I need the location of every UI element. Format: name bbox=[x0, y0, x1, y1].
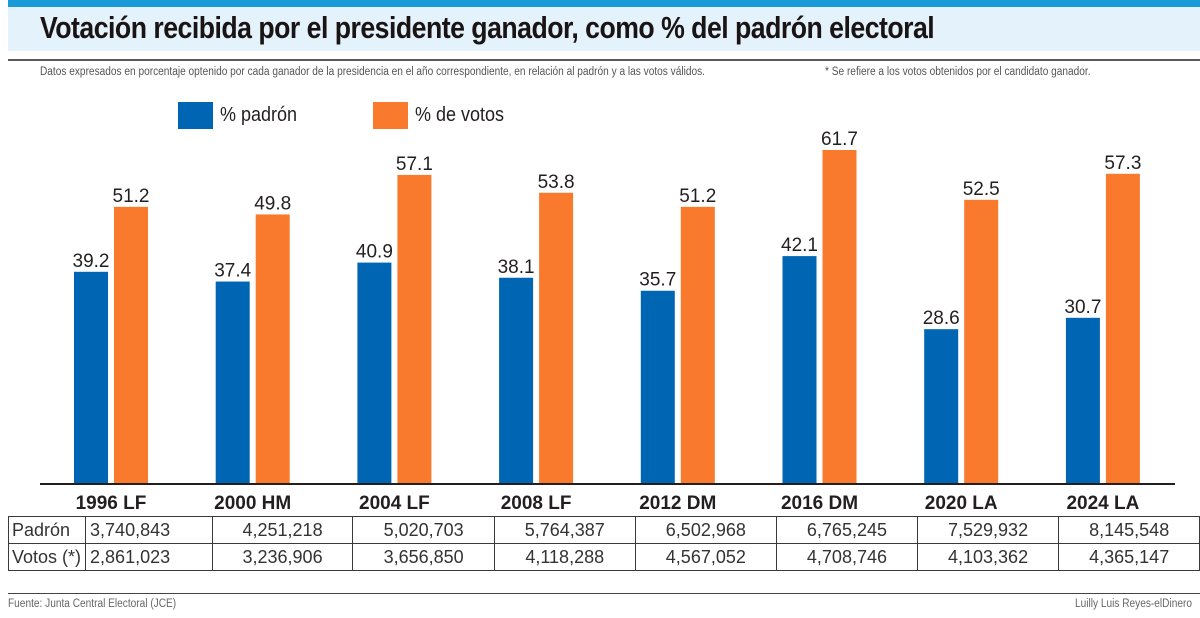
table-cell: 5,764,387 bbox=[493, 516, 636, 544]
table-cell: 8,145,548 bbox=[1058, 516, 1200, 544]
table-cell: 4,365,147 bbox=[1058, 543, 1200, 571]
table-cell: 3,236,906 bbox=[211, 543, 354, 571]
bar-votos-2012-dm bbox=[680, 206, 715, 484]
table-cell: 4,103,362 bbox=[916, 543, 1060, 571]
bar-votos-2004-lf bbox=[397, 174, 432, 485]
data-label-padron: 38.1 bbox=[498, 257, 535, 278]
category-label: 2012 DM bbox=[639, 493, 716, 514]
legend-swatch-votos bbox=[373, 101, 408, 129]
data-label-votos: 57.1 bbox=[396, 154, 433, 175]
bar-padron-2016-dm bbox=[782, 256, 817, 484]
legend-label-padron: % padrón bbox=[220, 103, 298, 126]
legend-label-votos: % de votos bbox=[415, 103, 505, 126]
table-cell: 4,708,746 bbox=[776, 543, 918, 571]
data-label-votos: 61.7 bbox=[821, 129, 858, 150]
table-row: Votos (*) 2,861,023 3,236,906 3,656,850 4,11… bbox=[7, 543, 1200, 571]
bar-votos-2016-dm bbox=[822, 150, 857, 484]
chart-subtitle: Datos expresados en porcentaje optenido … bbox=[40, 66, 705, 78]
bar-padron-2024-la bbox=[1065, 317, 1100, 484]
table-cell: 3,656,850 bbox=[352, 543, 495, 571]
table-cell: 5,020,703 bbox=[352, 516, 495, 544]
data-label-votos: 52.5 bbox=[963, 179, 1000, 200]
category-label: 2024 LA bbox=[1066, 493, 1139, 514]
bar-padron-2008-lf bbox=[499, 277, 534, 484]
table-row: Padrón 3,740,843 4,251,218 5,020,703 5,764,3… bbox=[7, 516, 1200, 544]
data-label-padron: 35.7 bbox=[639, 270, 676, 291]
bar-padron-1996-lf bbox=[74, 271, 108, 484]
data-label-votos: 53.8 bbox=[538, 172, 575, 193]
data-label-votos: 49.8 bbox=[254, 193, 291, 214]
data-label-padron: 30.7 bbox=[1064, 297, 1101, 318]
data-label-padron: 40.9 bbox=[356, 242, 393, 263]
footer-divider bbox=[8, 593, 1200, 594]
bar-votos-2008-lf bbox=[539, 192, 574, 484]
credit-text: Luilly Luis Reyes-elDinero bbox=[1075, 598, 1192, 610]
data-label-padron: 37.4 bbox=[214, 261, 251, 282]
bar-votos-1996-lf bbox=[114, 206, 148, 484]
table-cell: 4,251,218 bbox=[211, 516, 354, 544]
data-label-padron: 42.1 bbox=[781, 235, 818, 256]
bar-padron-2004-lf bbox=[357, 262, 392, 484]
category-label: 2016 DM bbox=[781, 493, 858, 514]
category-label: 2004 LF bbox=[359, 493, 430, 514]
category-label: 2000 HM bbox=[214, 493, 291, 514]
data-label-padron: 28.6 bbox=[923, 308, 960, 329]
category-label: 2020 LA bbox=[925, 493, 998, 514]
bar-padron-2020-la bbox=[924, 329, 959, 484]
table-cell: 6,765,245 bbox=[776, 516, 918, 544]
bar-votos-2020-la bbox=[964, 199, 999, 484]
table-cell: 4,567,052 bbox=[634, 543, 778, 571]
table-cell: 3,740,843 bbox=[85, 516, 213, 544]
data-label-votos: 57.3 bbox=[1104, 153, 1141, 174]
title-band bbox=[8, 7, 1200, 51]
chart-title: Votación recibida por el presidente gana… bbox=[40, 10, 935, 45]
legend-swatch-padron bbox=[178, 101, 213, 129]
row-label: Padrón bbox=[7, 516, 87, 544]
legend-item-padron: % padrón bbox=[178, 101, 306, 129]
bar-votos-2000-hm bbox=[255, 214, 290, 484]
legend-item-votos: % de votos bbox=[373, 101, 514, 129]
data-label-padron: 39.2 bbox=[73, 251, 110, 272]
bar-padron-2000-hm bbox=[215, 281, 250, 484]
bar-votos-2024-la bbox=[1105, 173, 1140, 484]
table-cell: 7,529,932 bbox=[916, 516, 1060, 544]
table-cell: 6,502,968 bbox=[634, 516, 778, 544]
data-label-votos: 51.2 bbox=[679, 186, 716, 207]
header-accent-bar bbox=[8, 0, 1200, 7]
category-label: 1996 LF bbox=[76, 493, 147, 514]
category-label: 2008 LF bbox=[501, 493, 572, 514]
bar-padron-2012-dm bbox=[640, 290, 675, 484]
footnote-asterisk: * Se refiere a los votos obtenidos por e… bbox=[825, 66, 1091, 78]
source-text: Fuente: Junta Central Electoral (JCE) bbox=[8, 598, 177, 610]
table-cell: 2,861,023 bbox=[85, 543, 213, 571]
table-cell: 4,118,288 bbox=[493, 543, 636, 571]
row-label: Votos (*) bbox=[7, 543, 87, 571]
vote-count-table: Padrón 3,740,843 4,251,218 5,020,703 5,764,3… bbox=[7, 516, 1200, 571]
data-label-votos: 51.2 bbox=[113, 186, 150, 207]
header-divider bbox=[8, 59, 1200, 61]
